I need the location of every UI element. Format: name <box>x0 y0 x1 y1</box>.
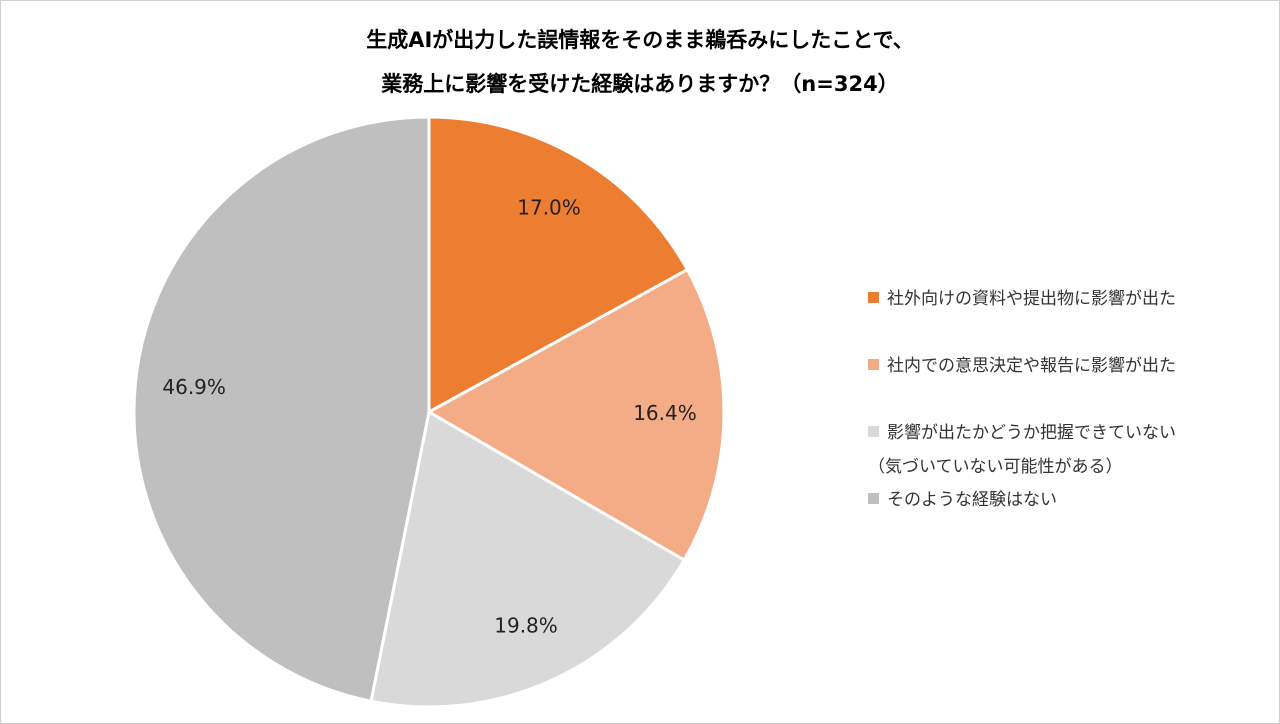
data-label: 16.4% <box>633 401 697 425</box>
legend-item: 影響が出たかどうか把握できていない （気づいていない可能性がある） <box>868 416 1176 484</box>
pie-slice <box>425 267 726 563</box>
chart-title: 生成AIが出力した誤情報をそのまま鵜呑みにしたことで、 業務上に影響を受けた経験… <box>366 28 914 96</box>
legend-label: 社内での意思決定や報告に影響が出た <box>887 356 1176 376</box>
data-label: 46.9% <box>162 375 226 399</box>
data-label: 17.0% <box>517 195 581 219</box>
pie-slice <box>132 115 431 704</box>
legend-swatch <box>868 493 879 504</box>
legend-label: そのような経験はない <box>887 490 1057 510</box>
legend-swatch <box>868 292 879 303</box>
legend-swatch <box>868 426 879 437</box>
legend-item: 社外向けの資料や提出物に影響が出た <box>868 282 1176 316</box>
legend-swatch <box>868 359 879 370</box>
pie-slice <box>369 409 687 709</box>
legend-item: 社内での意思決定や報告に影響が出た <box>868 349 1176 383</box>
legend-label: 影響が出たかどうか把握できていない （気づいていない可能性がある） <box>868 423 1176 477</box>
legend-label: 社外向けの資料や提出物に影響が出た <box>887 289 1176 309</box>
data-label: 19.8% <box>494 614 558 638</box>
pie-slice <box>427 115 690 415</box>
legend-item: そのような経験はない <box>868 483 1057 517</box>
